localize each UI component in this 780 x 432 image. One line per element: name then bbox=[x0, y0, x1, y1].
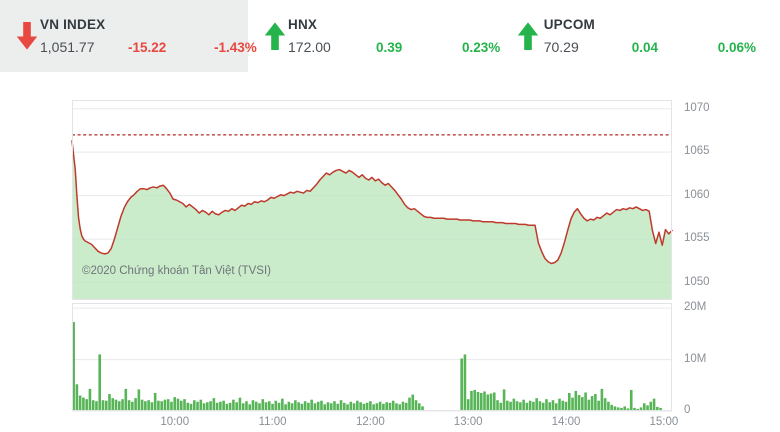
axis-tick-label: 1050 bbox=[684, 275, 710, 288]
time-tick-label: 12:00 bbox=[355, 416, 385, 428]
copyright-watermark: ©2020 Chứng khoán Tân Việt (TVSI) bbox=[82, 265, 271, 277]
index-name: HNX bbox=[288, 17, 318, 32]
index-price: 172.00 bbox=[288, 39, 331, 55]
volume-panel-border bbox=[72, 303, 672, 411]
price-panel-border bbox=[72, 100, 672, 300]
index-change: 0.04 bbox=[631, 40, 658, 55]
index-card-vn-index[interactable]: VN INDEX 1,051.77 -15.22 -1.43% bbox=[0, 0, 257, 72]
axis-tick-label: 1055 bbox=[684, 232, 710, 245]
index-name: UPCOM bbox=[543, 17, 595, 32]
axis-tick-label: 1060 bbox=[684, 188, 710, 201]
index-name: VN INDEX bbox=[40, 17, 106, 32]
chart-canvas bbox=[71, 108, 673, 412]
index-change: -15.22 bbox=[128, 40, 167, 55]
index-percent: 0.06% bbox=[717, 40, 756, 55]
intraday-chart[interactable]: 1070 1065 1060 1055 1050 20M 10M 0 10:00 11:00 12:… bbox=[0, 72, 780, 432]
axis-tick-label: 0 bbox=[684, 404, 691, 416]
time-tick-label: 10:00 bbox=[160, 416, 190, 428]
axis-tick-label: 1065 bbox=[684, 145, 710, 158]
axis-tick-label: 1070 bbox=[684, 101, 710, 114]
index-card-upcom[interactable]: UPCOM 70.29 0.04 0.06% bbox=[498, 0, 766, 72]
arrow-up-icon bbox=[262, 21, 288, 51]
time-tick-label: 14:00 bbox=[551, 416, 581, 428]
time-tick-label: 11:00 bbox=[258, 416, 287, 428]
index-percent: 0.23% bbox=[462, 40, 501, 55]
axis-tick-label: 20M bbox=[684, 301, 707, 314]
axis-tick-label: 10M bbox=[684, 352, 707, 365]
time-tick-label: 15:00 bbox=[649, 416, 679, 428]
index-percent: -1.43% bbox=[214, 40, 257, 55]
index-price: 70.29 bbox=[543, 39, 579, 55]
index-price: 1,051.77 bbox=[40, 39, 95, 55]
arrow-down-icon bbox=[14, 21, 40, 51]
index-card-hnx[interactable]: HNX 172.00 0.39 0.23% bbox=[248, 0, 501, 72]
time-tick-label: 13:00 bbox=[453, 416, 483, 428]
index-change: 0.39 bbox=[376, 40, 403, 55]
index-summary-bar: VN INDEX 1,051.77 -15.22 -1.43% HNX 172.… bbox=[0, 0, 780, 72]
arrow-up-icon bbox=[512, 21, 544, 51]
